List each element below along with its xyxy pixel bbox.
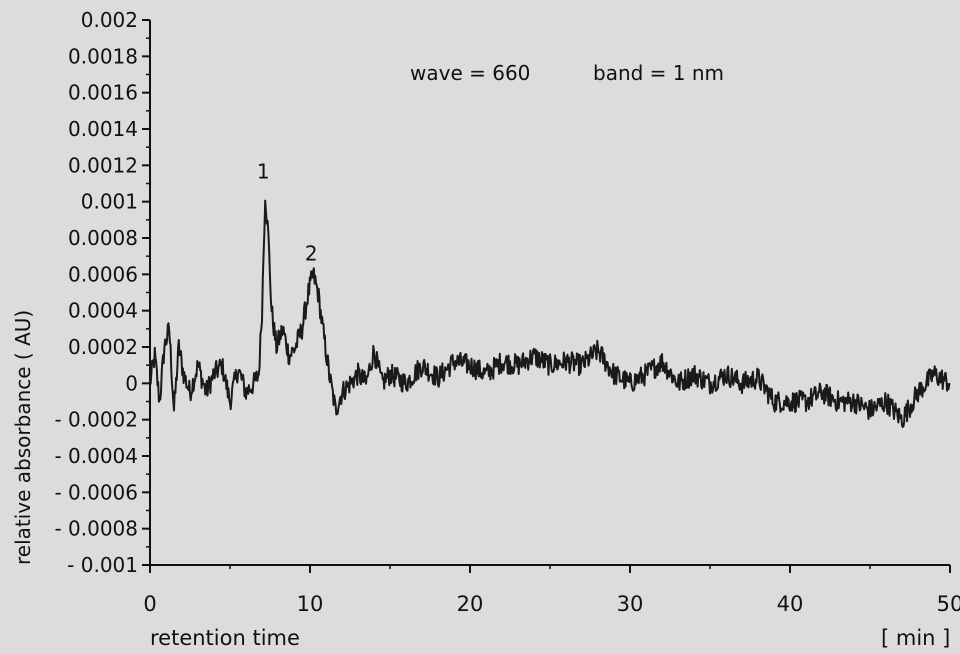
x-axis-label: retention time <box>150 626 300 650</box>
y-tick-label: - 0.001 <box>67 553 138 577</box>
y-tick-label: 0.0012 <box>68 153 138 177</box>
y-tick-label: 0.0008 <box>68 226 138 250</box>
annotation-band: band = 1 nm <box>593 61 724 85</box>
x-tick-label: 10 <box>297 592 324 616</box>
y-tick-label: 0 <box>125 371 138 395</box>
peak-label-2: 2 <box>305 241 318 265</box>
y-tick-label: 0.0016 <box>68 81 138 105</box>
x-axis-unit: [ min ] <box>881 626 950 650</box>
y-axis-label: relative absorbance ( AU) <box>11 310 35 565</box>
y-tick-label: - 0.0004 <box>54 444 138 468</box>
y-tick-label: 0.0004 <box>68 299 138 323</box>
y-tick-label: - 0.0002 <box>54 408 138 432</box>
x-tick-label: 0 <box>143 592 156 616</box>
y-tick-label: - 0.0006 <box>54 480 138 504</box>
x-tick-label: 30 <box>617 592 644 616</box>
x-tick-label: 20 <box>457 592 484 616</box>
y-tick-label: - 0.0008 <box>54 517 138 541</box>
y-tick-label: 0.0006 <box>68 262 138 286</box>
y-tick-label: 0.0018 <box>68 44 138 68</box>
series-line <box>149 199 951 428</box>
y-tick-label: 0.002 <box>81 8 138 32</box>
x-tick-label: 50 <box>937 592 960 616</box>
x-tick-label: 40 <box>777 592 804 616</box>
y-tick-label: 0.001 <box>81 190 138 214</box>
peak-label-1: 1 <box>257 160 270 184</box>
y-tick-label: 0.0002 <box>68 335 138 359</box>
annotation-wave: wave = 660 <box>410 61 530 85</box>
y-tick-label: 0.0014 <box>68 117 138 141</box>
